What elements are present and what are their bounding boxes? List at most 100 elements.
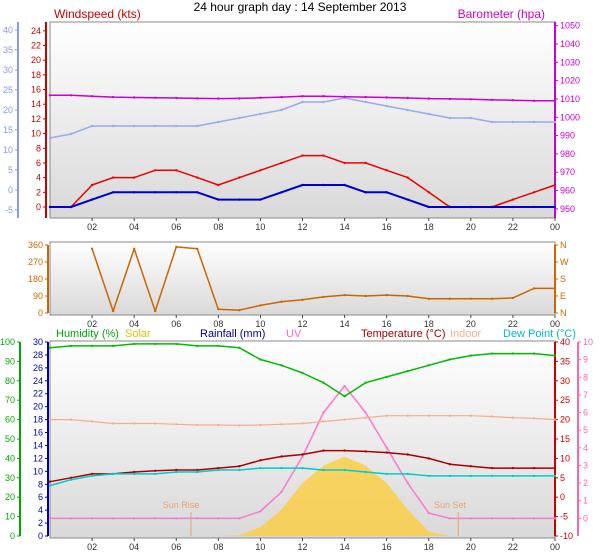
barometer-tick-label: 980	[560, 149, 575, 159]
direction-right-tick-label: N	[560, 308, 567, 318]
outer-left-tick-label: 10	[3, 145, 13, 155]
series-barometer-point	[427, 97, 430, 100]
windspeed-tick-label: 2	[36, 187, 41, 197]
series-windspeed-avg-point	[448, 205, 451, 209]
series-indoor-point	[217, 423, 220, 427]
series-indoor-point	[385, 414, 388, 417]
direction-panel-x-tick-label: 12	[297, 319, 307, 329]
temperature-tick-label: 20	[560, 415, 570, 425]
outer-left-tick-label: -5	[5, 205, 13, 215]
direction-right-tick-label: N	[560, 240, 567, 250]
series-humidity-point	[385, 375, 388, 379]
series-dew-point-point	[385, 472, 388, 476]
direction-panel-x-tick-label: 06	[171, 319, 181, 329]
humidity-tick-label: 10	[5, 512, 15, 522]
series-humidity-point	[280, 364, 283, 367]
sun-rise-label: Sun Rise	[163, 500, 200, 510]
series-temperature-point	[48, 480, 52, 483]
uv-tick-label: 7	[583, 390, 588, 400]
series-temperature-point	[385, 451, 388, 454]
wind-panel-x-tick-label: 08	[213, 222, 223, 232]
series-barometer-point	[48, 94, 52, 97]
series-wind-gust-point	[511, 198, 515, 201]
series-indoor-point	[175, 423, 178, 426]
uv-tick-label: 4	[583, 443, 588, 453]
page-title: 24 hour graph day : 14 September 2013	[194, 0, 407, 14]
barometer-tick-label: 970	[560, 167, 575, 177]
series-indoor-point	[427, 414, 430, 417]
temperature-panel-x-tick-label: 18	[424, 542, 434, 552]
series-uv-point	[427, 511, 430, 515]
series-outer-left-point	[385, 104, 388, 108]
series-uv-point	[48, 517, 52, 520]
series-indoor-point	[469, 414, 472, 417]
series-outer-left-point	[238, 116, 241, 120]
windspeed-tick-label: 4	[36, 173, 41, 183]
direction-left-tick-label: 90	[33, 291, 43, 301]
outer-left-tick-label: 25	[3, 85, 13, 95]
wind-panel-x-tick-label: 18	[424, 222, 434, 232]
series-outer-left-point	[322, 100, 325, 104]
wind-panel-x-tick-label: 10	[255, 222, 265, 232]
series-outer-left-point	[364, 100, 367, 104]
legend-indoor: Indoor	[450, 328, 482, 340]
temperature-panel-x-tick-label: 04	[129, 542, 139, 552]
series-wind-gust-point	[175, 169, 178, 172]
series-windspeed-avg-point	[469, 205, 472, 209]
series-barometer-point	[154, 96, 157, 100]
series-uv-point	[511, 517, 515, 520]
direction-panel-x-tick-label: 22	[508, 319, 518, 329]
temperature-panel-x-tick-label: 22	[508, 542, 518, 552]
series-windspeed-avg-point	[343, 183, 346, 187]
series-wind-direction-point	[196, 247, 199, 250]
barometer-tick-label: 1000	[560, 112, 580, 122]
series-wind-direction-point	[259, 304, 262, 307]
temperature-panel-x-tick-label: 14	[340, 542, 350, 552]
direction-panel-x-tick-label: 08	[213, 319, 223, 329]
series-windspeed-avg-point	[111, 191, 115, 194]
direction-panel-x-tick-label: 10	[255, 319, 265, 329]
series-dew-point-point	[90, 474, 94, 478]
rainfall-tick-label: 4	[38, 505, 43, 515]
outer-left-tick-label: 5	[8, 165, 13, 175]
series-uv-point	[385, 446, 388, 449]
series-barometer-point	[280, 95, 283, 99]
series-wind-direction-point	[154, 309, 157, 313]
series-outer-left-point	[154, 124, 157, 128]
series-wind-gust-point	[217, 183, 220, 187]
rainfall-tick-label: 10	[33, 466, 43, 476]
direction-left-tick-label: 360	[28, 240, 43, 250]
series-windspeed-avg-point	[490, 205, 494, 209]
series-humidity-point	[259, 358, 262, 361]
wind-panel-x-tick-label: 00	[550, 222, 560, 232]
series-uv-point	[217, 517, 220, 520]
series-wind-direction-point	[532, 287, 536, 290]
series-dew-point-point	[343, 468, 346, 472]
humidity-tick-label: 50	[5, 434, 15, 444]
series-indoor-point	[133, 422, 136, 425]
series-temperature-point	[301, 453, 304, 456]
wind-panel-x-tick-label: 22	[508, 222, 518, 232]
series-temperature-point	[154, 469, 157, 472]
wind-panel-x-tick-label: 12	[297, 222, 307, 232]
series-indoor-point	[406, 414, 409, 417]
series-temperature-point	[69, 476, 73, 479]
uv-tick-label: 10	[583, 337, 593, 347]
series-dew-point-point	[406, 472, 409, 476]
barometer-tick-label: 1030	[560, 57, 580, 67]
series-windspeed-avg-point	[217, 198, 220, 201]
series-temperature-point	[553, 466, 557, 470]
series-outer-left-point	[469, 116, 472, 120]
series-outer-left-point	[280, 108, 283, 112]
series-outer-left-point	[111, 124, 115, 128]
series-barometer-point	[238, 97, 241, 100]
windspeed-tick-label: 12	[31, 114, 41, 124]
series-uv-point	[280, 490, 283, 494]
series-outer-left-point	[69, 132, 73, 136]
windspeed-tick-label: 8	[36, 143, 41, 153]
series-humidity-point	[532, 352, 536, 355]
windspeed-tick-label: 24	[31, 26, 41, 36]
series-indoor-point	[532, 417, 536, 420]
series-outer-left-point	[175, 124, 178, 128]
